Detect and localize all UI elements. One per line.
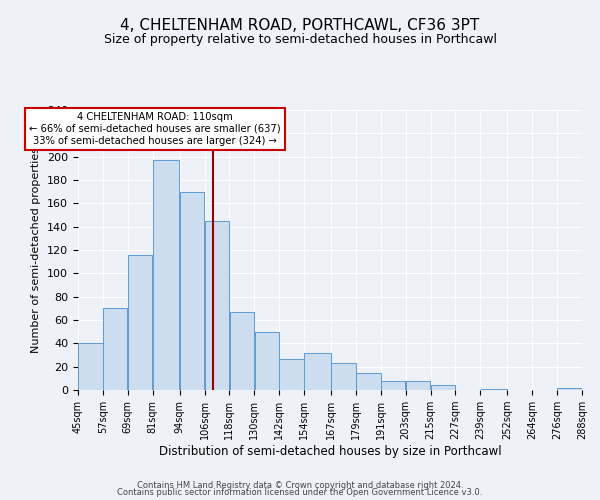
Bar: [431, 386, 455, 390]
Bar: [254, 332, 279, 390]
Y-axis label: Number of semi-detached properties: Number of semi-detached properties: [31, 147, 41, 353]
Bar: [331, 363, 356, 390]
Bar: [205, 221, 229, 390]
Bar: [304, 352, 331, 390]
Bar: [481, 389, 507, 390]
Text: Size of property relative to semi-detached houses in Porthcawl: Size of property relative to semi-detach…: [104, 32, 497, 46]
X-axis label: Distribution of semi-detached houses by size in Porthcawl: Distribution of semi-detached houses by …: [158, 445, 502, 458]
Bar: [103, 308, 127, 390]
Text: Contains HM Land Registry data © Crown copyright and database right 2024.: Contains HM Land Registry data © Crown c…: [137, 480, 463, 490]
Bar: [128, 254, 152, 390]
Text: Contains public sector information licensed under the Open Government Licence v3: Contains public sector information licen…: [118, 488, 482, 497]
Bar: [381, 380, 406, 390]
Bar: [180, 192, 204, 390]
Bar: [406, 380, 430, 390]
Bar: [79, 344, 103, 390]
Bar: [557, 388, 581, 390]
Bar: [280, 358, 304, 390]
Text: 4, CHELTENHAM ROAD, PORTHCAWL, CF36 3PT: 4, CHELTENHAM ROAD, PORTHCAWL, CF36 3PT: [121, 18, 479, 32]
Bar: [230, 312, 254, 390]
Bar: [356, 372, 380, 390]
Bar: [153, 160, 179, 390]
Text: 4 CHELTENHAM ROAD: 110sqm
← 66% of semi-detached houses are smaller (637)
33% of: 4 CHELTENHAM ROAD: 110sqm ← 66% of semi-…: [29, 112, 281, 146]
